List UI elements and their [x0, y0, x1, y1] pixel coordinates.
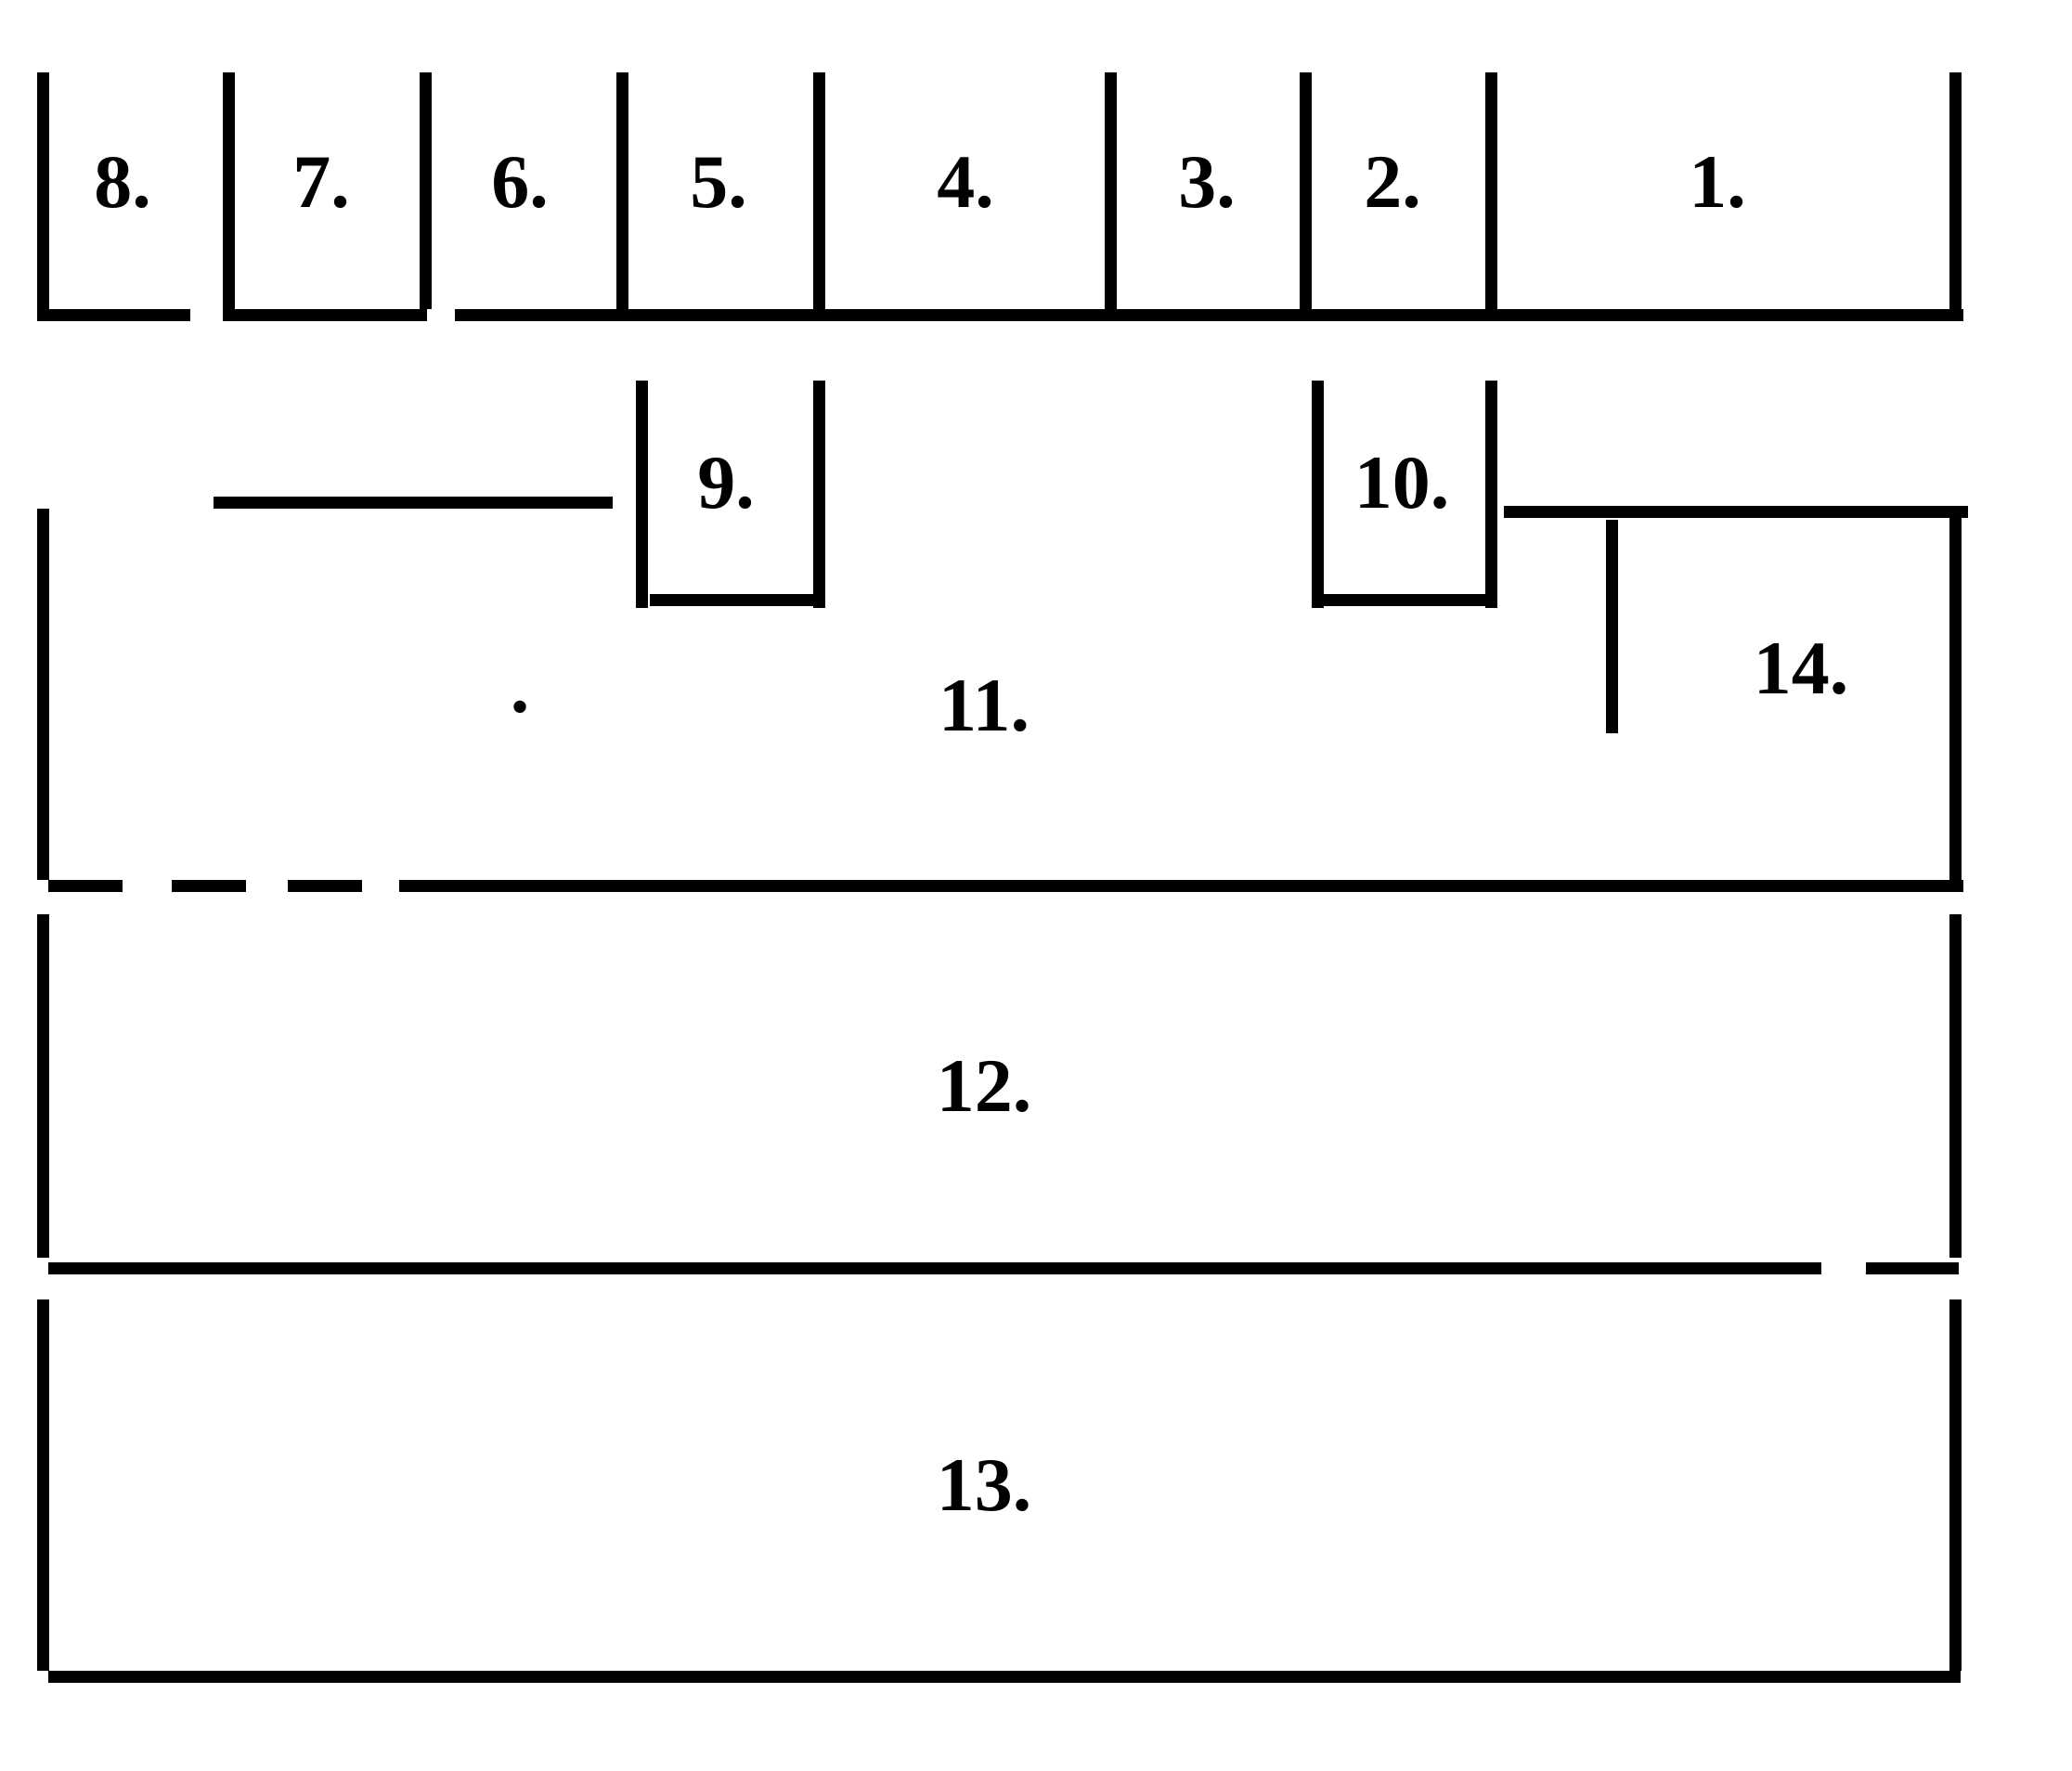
- line-segment: [399, 880, 1963, 892]
- label-cell-3: 3.: [1178, 138, 1236, 226]
- line-segment: [813, 381, 825, 608]
- line-segment: [288, 880, 362, 892]
- label-cell-6: 6.: [491, 138, 549, 226]
- line-segment: [616, 72, 628, 309]
- label-cell-4: 4.: [937, 138, 994, 226]
- label-cell-1: 1.: [1689, 138, 1746, 226]
- line-segment: [1300, 72, 1312, 309]
- line-segment: [37, 914, 49, 1258]
- line-segment: [1504, 506, 1968, 518]
- line-segment: [455, 309, 1963, 321]
- line-segment: [223, 72, 235, 309]
- label-cell-14: 14.: [1754, 625, 1849, 712]
- line-segment: [1866, 1262, 1959, 1274]
- line-segment: [1324, 594, 1491, 606]
- line-segment: [37, 309, 190, 321]
- label-cell-11: 11.: [939, 662, 1030, 749]
- label-cell-13: 13.: [937, 1441, 1032, 1529]
- diagram-canvas: 8. 7. 6. 5. 4. 3. 2. 1. 9. 10. 11. 14. 12. 13..: [0, 0, 2072, 1771]
- line-segment: [172, 880, 246, 892]
- line-segment: [1949, 914, 1962, 1258]
- line-segment: [420, 72, 432, 309]
- label-cell-5: 5.: [690, 138, 747, 226]
- label-stray-dot: .: [511, 643, 530, 730]
- line-segment: [636, 381, 648, 608]
- line-segment: [813, 72, 825, 309]
- line-segment: [37, 72, 49, 309]
- line-segment: [1949, 509, 1962, 880]
- line-segment: [1606, 520, 1618, 733]
- line-segment: [48, 1262, 1821, 1274]
- label-cell-9: 9.: [697, 439, 755, 526]
- line-segment: [650, 594, 817, 606]
- line-segment: [1949, 1299, 1962, 1671]
- line-segment: [1105, 72, 1117, 309]
- line-segment: [37, 509, 49, 880]
- line-segment: [1485, 381, 1497, 608]
- label-cell-7: 7.: [292, 138, 350, 226]
- line-segment: [1949, 72, 1962, 309]
- label-cell-2: 2.: [1364, 138, 1421, 226]
- label-cell-12: 12.: [937, 1042, 1032, 1130]
- line-segment: [1485, 72, 1497, 309]
- label-cell-10: 10.: [1354, 439, 1450, 526]
- line-segment: [1312, 381, 1324, 608]
- line-segment: [223, 309, 427, 321]
- label-cell-8: 8.: [94, 138, 151, 226]
- line-segment: [214, 497, 613, 509]
- line-segment: [37, 1299, 49, 1671]
- line-segment: [48, 1671, 1961, 1683]
- line-segment: [48, 880, 123, 892]
